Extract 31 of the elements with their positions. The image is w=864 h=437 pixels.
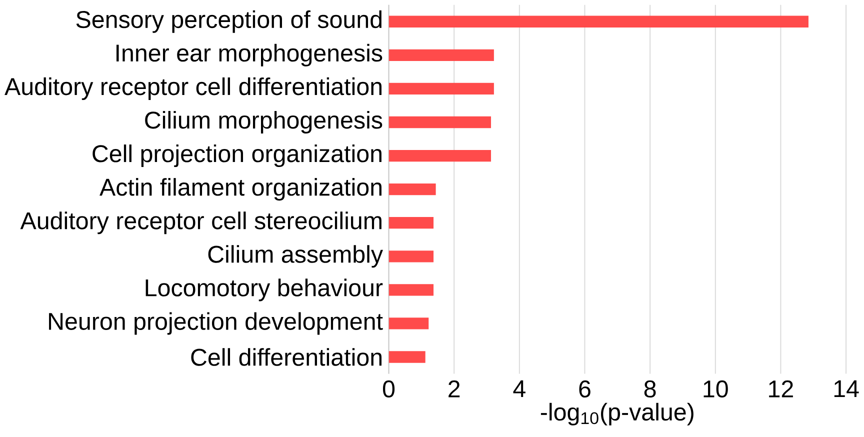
- bar: [388, 16, 808, 28]
- y-tick-label: Sensory perception of sound: [76, 10, 382, 33]
- bar: [388, 250, 434, 262]
- y-tick-label: Auditory receptor cell differentiation: [4, 77, 382, 100]
- y-tick-label: Cell projection organization: [92, 144, 382, 168]
- x-axis-title: -log$_{10}$(p-value): [540, 402, 694, 426]
- bar: [388, 116, 492, 128]
- bar: [388, 284, 434, 296]
- y-tick-label: Actin filament organization: [100, 178, 382, 201]
- bar: [388, 82, 494, 95]
- bar: [388, 217, 434, 229]
- x-tick-label: 6: [579, 380, 590, 398]
- y-tick-label: Cilium morphogenesis: [145, 111, 382, 134]
- x-tick-label: 14: [834, 380, 859, 398]
- bar: [388, 318, 429, 330]
- x-tick-label: 8: [644, 380, 656, 398]
- bar: [388, 184, 436, 196]
- x-tick-label: 2: [448, 380, 460, 398]
- y-tick-label: Locomotory behaviour: [146, 278, 383, 302]
- x-tick-label: 12: [769, 380, 793, 398]
- x-tick-label: 4: [513, 380, 526, 398]
- y-tick-label: Auditory receptor cell stereocilium: [20, 212, 382, 234]
- x-tick-label: 10: [704, 380, 728, 398]
- bar: [388, 351, 426, 363]
- bar: [388, 150, 492, 162]
- bar: [388, 49, 494, 62]
- x-tick-label: 0: [382, 380, 395, 398]
- y-tick-label: Inner ear morphogenesis: [116, 44, 382, 66]
- y-tick-label: Cell differentiation: [191, 348, 382, 366]
- y-tick-label: Cilium assembly: [208, 245, 383, 268]
- y-tick-label: Neuron projection development: [49, 312, 383, 335]
